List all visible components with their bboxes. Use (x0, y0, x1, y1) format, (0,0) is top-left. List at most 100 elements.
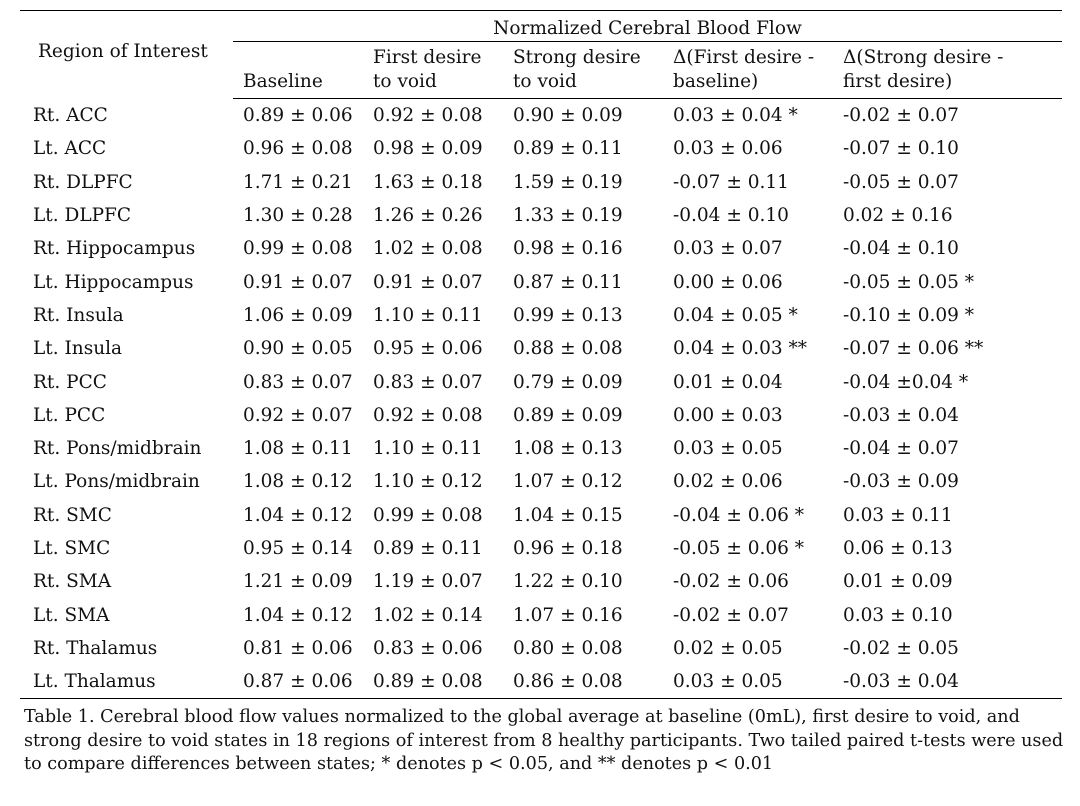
table-row: Rt. Hippocampus 0.99 ± 0.08 1.02 ± 0.08 0.9… (20, 232, 1062, 265)
value-cell: -0.07 ± 0.11 (673, 171, 789, 193)
column-header-baseline: Baseline (233, 41, 363, 99)
value-cell: -0.05 ± 0.05 * (843, 271, 975, 293)
value-cell: 0.86 ± 0.08 (503, 665, 663, 700)
value-cell: 0.99 ± 0.08 (373, 504, 483, 526)
value-cell: 1.22 ± 0.10 (513, 571, 623, 593)
value-cell: 0.91 ± 0.07 (373, 271, 483, 293)
value-cell: -0.04 ±0.04 * (843, 371, 969, 393)
region-cell: Rt. Insula (33, 304, 124, 326)
value-cell: 0.95 ± 0.14 (243, 538, 353, 559)
value-cell: -0.04 ± 0.06 * (673, 504, 805, 526)
value-cell: 0.02 ± 0.05 (673, 637, 783, 659)
value-cell: 0.03 ± 0.06 (673, 138, 783, 160)
table-row: Rt. Thalamus 0.81 ± 0.06 0.83 ± 0.06 0.80 ±… (20, 632, 1062, 665)
value-cell: 0.92 ± 0.07 (243, 404, 353, 426)
table-row: Lt. SMA 1.04 ± 0.12 1.02 ± 0.14 1.07 ± 0.16… (20, 598, 1062, 631)
region-cell: Rt. Pons/midbrain (33, 438, 202, 460)
value-cell: 1.04 ± 0.12 (243, 604, 353, 626)
value-cell: 0.87 ± 0.11 (513, 271, 623, 293)
column-header-delta-first-baseline: Δ(First desire - baseline) (663, 41, 833, 99)
value-cell: 1.04 ± 0.15 (513, 504, 623, 526)
value-cell: 1.10 ± 0.11 (373, 438, 483, 460)
table-row: Lt. DLPFC 1.30 ± 0.28 1.26 ± 0.26 1.33 ± 0.… (20, 199, 1062, 232)
value-cell: 0.03 ± 0.10 (843, 604, 953, 626)
region-header: Region of Interest (38, 41, 208, 62)
region-cell: Lt. SMA (33, 604, 110, 626)
value-cell: -0.05 ± 0.07 (843, 171, 959, 193)
value-cell: 1.63 ± 0.18 (373, 171, 483, 193)
value-cell: 1.07 ± 0.12 (513, 471, 623, 493)
table-row: Rt. PCC 0.83 ± 0.07 0.83 ± 0.07 0.79 ± 0.09… (20, 365, 1062, 398)
value-cell: -0.02 ± 0.06 (673, 571, 789, 593)
value-cell: 0.98 ± 0.09 (373, 138, 483, 160)
region-cell: Lt. SMC (33, 538, 111, 559)
table-row: Lt. SMC 0.95 ± 0.14 0.89 ± 0.11 0.96 ± 0.18… (20, 532, 1062, 565)
value-cell: -0.02 ± 0.07 (673, 604, 789, 626)
region-cell: Rt. Thalamus (33, 637, 158, 659)
value-cell: 0.03 ± 0.05 (673, 438, 783, 460)
value-cell: -0.03 ± 0.09 (843, 471, 959, 493)
value-cell: 0.03 ± 0.07 (673, 238, 783, 260)
table-row: Lt. ACC 0.96 ± 0.08 0.98 ± 0.09 0.89 ± 0.11… (20, 132, 1062, 165)
value-cell: -0.04 ± 0.07 (843, 438, 959, 460)
value-cell: 0.00 ± 0.06 (673, 271, 783, 293)
value-cell: -0.03 ± 0.04 (833, 665, 1062, 700)
value-cell: 1.21 ± 0.09 (243, 571, 353, 593)
value-cell: 0.87 ± 0.06 (233, 665, 363, 700)
value-cell: -0.02 ± 0.05 (843, 637, 959, 659)
value-cell: -0.07 ± 0.10 (843, 138, 959, 160)
value-cell: 0.92 ± 0.08 (373, 404, 483, 426)
value-cell: -0.10 ± 0.09 * (843, 304, 975, 326)
super-header: Normalized Cerebral Blood Flow (233, 11, 1062, 42)
value-cell: 0.92 ± 0.08 (373, 105, 483, 127)
value-cell: 1.10 ± 0.12 (373, 471, 483, 493)
table-row: Rt. DLPFC 1.71 ± 0.21 1.63 ± 0.18 1.59 ± 0.… (20, 166, 1062, 199)
value-cell: 0.03 ± 0.11 (843, 504, 953, 526)
value-cell: -0.04 ± 0.10 (673, 205, 789, 227)
cbf-table: Region of Interest Normalized Cerebral B… (20, 10, 1062, 700)
value-cell: 0.89 ± 0.11 (513, 138, 623, 160)
value-cell: -0.04 ± 0.10 (843, 238, 959, 260)
value-cell: -0.05 ± 0.06 * (673, 538, 805, 559)
column-header-delta-strong-first: Δ(Strong desire - first desire) (833, 41, 1062, 99)
value-cell: -0.02 ± 0.07 (843, 105, 959, 127)
region-cell: Lt. ACC (33, 138, 107, 160)
table-row: Rt. Pons/midbrain 1.08 ± 0.11 1.10 ± 0.11 1… (20, 432, 1062, 465)
table-row: Lt. Hippocampus 0.91 ± 0.07 0.91 ± 0.07 0.8… (20, 265, 1062, 298)
value-cell: 1.59 ± 0.19 (513, 171, 623, 193)
value-cell: 1.04 ± 0.12 (243, 504, 353, 526)
value-cell: 1.33 ± 0.19 (513, 205, 623, 227)
region-cell: Lt. Hippocampus (33, 271, 194, 293)
region-cell: Rt. PCC (33, 371, 107, 393)
region-cell: Rt. SMA (33, 571, 112, 593)
region-cell: Rt. SMC (33, 504, 112, 526)
table-body: Rt. ACC 0.89 ± 0.06 0.92 ± 0.08 0.90 ± 0.09… (20, 99, 1062, 700)
value-cell: 0.79 ± 0.09 (513, 371, 623, 393)
value-cell: 0.03 ± 0.05 (663, 665, 833, 700)
table-row: Lt. Thalamus 0.87 ± 0.06 0.89 ± 0.08 0.86 ±… (20, 665, 1062, 700)
value-cell: 0.01 ± 0.04 (673, 371, 783, 393)
value-cell: 0.83 ± 0.07 (373, 371, 483, 393)
value-cell: 0.88 ± 0.08 (513, 338, 623, 360)
value-cell: 0.96 ± 0.08 (243, 138, 353, 160)
value-cell: 0.90 ± 0.05 (243, 338, 353, 360)
value-cell: 1.19 ± 0.07 (373, 571, 483, 593)
region-cell: Rt. ACC (33, 104, 108, 126)
table-container: Region of Interest Normalized Cerebral B… (20, 10, 1062, 700)
table-row: Lt. Pons/midbrain 1.08 ± 0.12 1.10 ± 0.12 1… (20, 465, 1062, 498)
value-cell: 0.99 ± 0.08 (243, 238, 353, 260)
value-cell: 0.06 ± 0.13 (843, 538, 953, 559)
region-cell: Lt. Thalamus (20, 665, 233, 700)
value-cell: 0.81 ± 0.06 (243, 637, 353, 659)
value-cell: 0.83 ± 0.07 (243, 371, 353, 393)
value-cell: 0.99 ± 0.13 (513, 304, 623, 326)
column-header-first-desire: First desire to void (363, 41, 503, 99)
value-cell: 0.04 ± 0.03 ** (673, 338, 808, 360)
value-cell: 1.08 ± 0.13 (513, 438, 623, 460)
value-cell: 1.30 ± 0.28 (243, 205, 353, 227)
region-cell: Rt. Hippocampus (33, 238, 196, 260)
value-cell: 1.08 ± 0.11 (243, 438, 353, 460)
value-cell: 1.08 ± 0.12 (243, 471, 353, 493)
value-cell: 0.89 ± 0.09 (513, 404, 623, 426)
value-cell: 0.89 ± 0.11 (373, 538, 483, 559)
